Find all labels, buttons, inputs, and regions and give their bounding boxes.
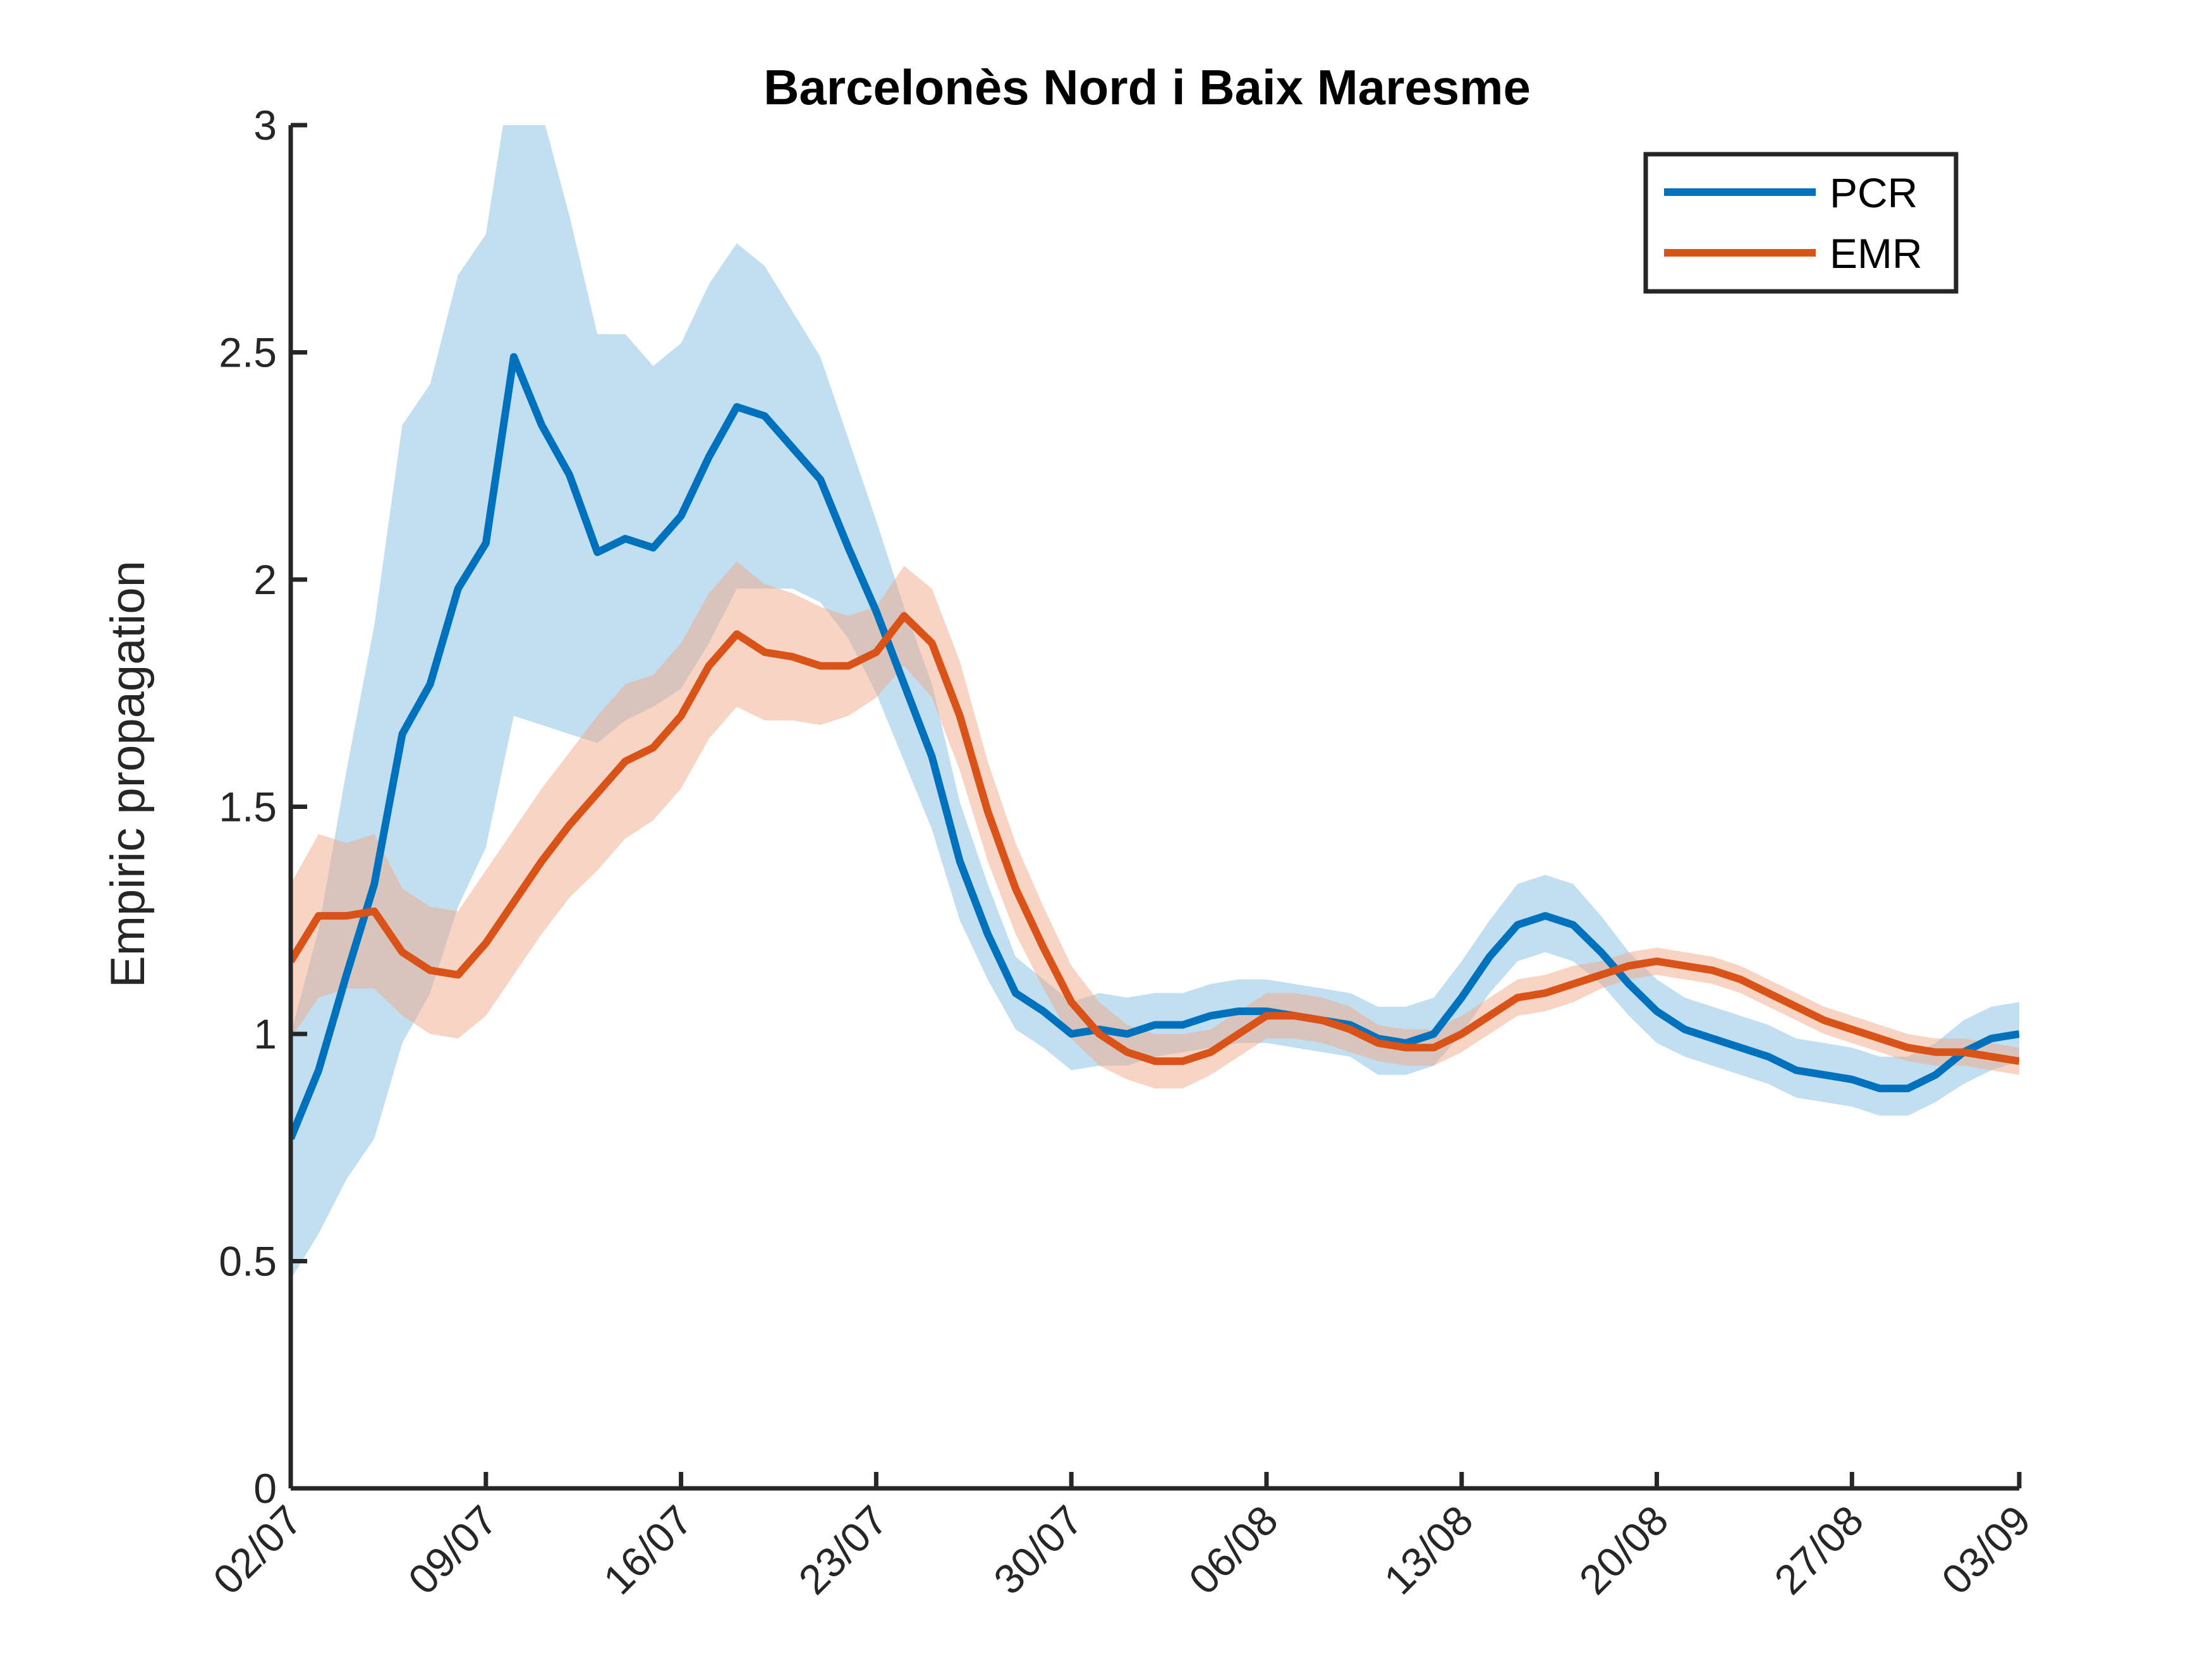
legend: PCR EMR [1643,152,1959,294]
band-pcr [291,125,2019,1280]
legend-label-pcr: PCR [1830,169,1917,216]
x-tick-label: 13/08 [1375,1497,1482,1603]
series-line-pcr [291,353,2019,1140]
y-tick-label: 1.5 [219,784,277,830]
x-tick-label: 30/07 [985,1497,1091,1603]
band-emr [291,561,2019,1089]
y-tick-label: 2 [253,556,277,603]
legend-label-emr: EMR [1830,230,1923,277]
x-tick-label: 02/07 [204,1497,311,1603]
x-tick-label: 23/07 [789,1497,896,1603]
confidence-bands [291,125,2019,1280]
y-tick-label: 1 [253,1011,277,1057]
x-tick-label: 06/08 [1180,1497,1287,1603]
x-tick-label: 16/07 [594,1497,701,1603]
y-tick-label: 2.5 [219,329,277,376]
x-tick-label: 27/08 [1765,1497,1872,1603]
series-line-emr [291,612,2019,1066]
y-tick-label: 0.5 [219,1238,277,1285]
y-tick-label: 3 [253,102,277,149]
legend-box [1643,152,1959,294]
y-tick-label: 0 [253,1465,277,1512]
x-tick-label: 09/07 [399,1497,506,1603]
y-axis-label: Empiric propagation [101,561,155,988]
x-tick-label: 20/08 [1570,1497,1677,1603]
x-tick-label: 03/09 [1933,1497,2039,1603]
series-lines [291,353,2019,1140]
chart-title: Barcelonès Nord i Baix Maresme [763,59,1531,115]
